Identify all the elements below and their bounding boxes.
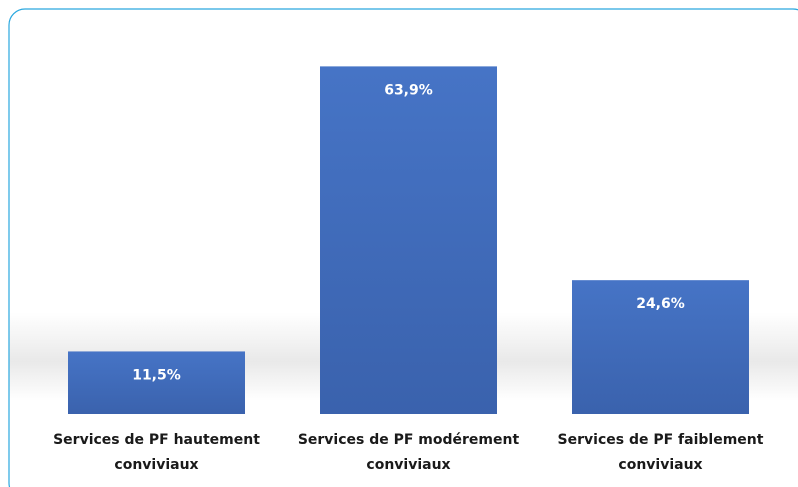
category-label: Services de PF hautement conviviaux — [53, 432, 260, 473]
data-label: 11,5% — [132, 367, 181, 383]
data-label: 63,9% — [384, 82, 433, 98]
category-label: Services de PF modérement conviviaux — [297, 432, 520, 473]
data-label: 24,6% — [636, 296, 685, 312]
category-label: Services de PF faiblement conviviaux — [557, 432, 764, 473]
bar — [572, 280, 749, 414]
bar — [68, 351, 245, 414]
bar — [320, 66, 497, 414]
